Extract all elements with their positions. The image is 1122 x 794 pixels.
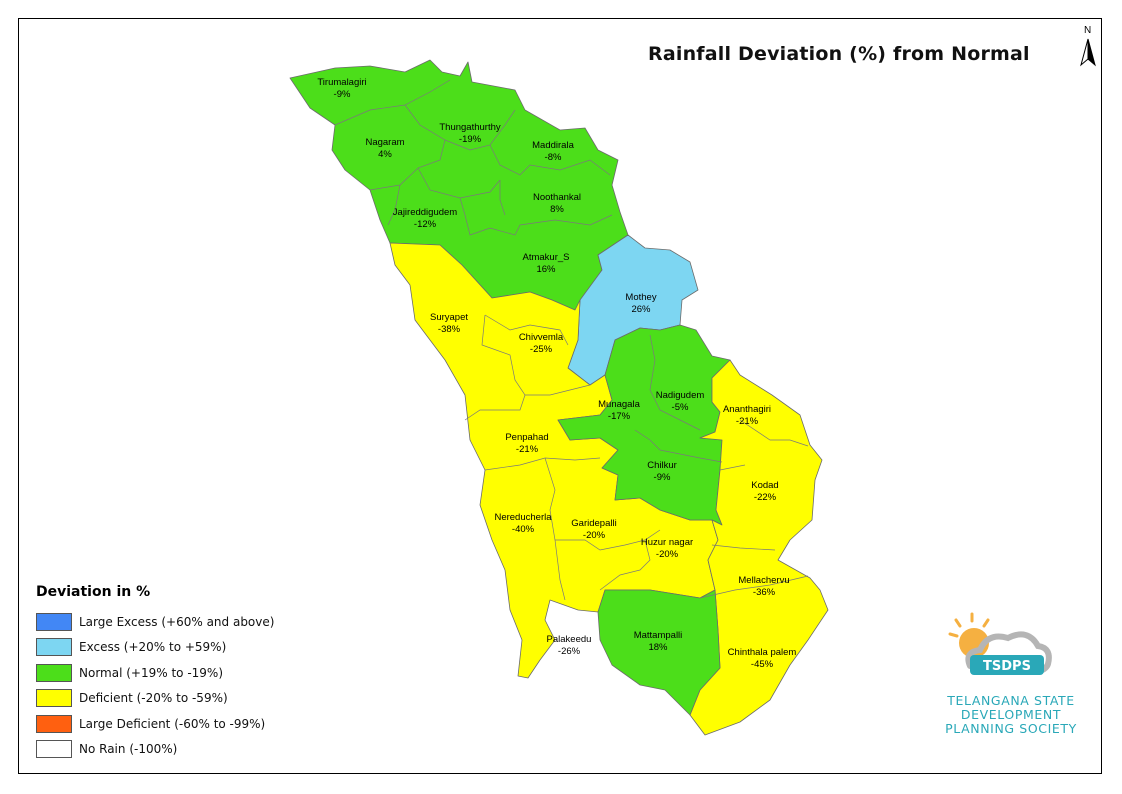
- mandal-name: Mothey: [625, 292, 656, 303]
- mandal-name: Maddirala: [532, 140, 574, 151]
- mandal-name: Penpahad: [505, 432, 548, 443]
- legend-swatch: [36, 740, 72, 759]
- legend: Deviation in % Large Excess (+60% and ab…: [36, 584, 326, 762]
- region-normal-mattampalli: [597, 589, 721, 716]
- legend-label: Normal (+19% to -19%): [79, 665, 223, 680]
- logo-line-2: DEVELOPMENT: [960, 707, 1062, 722]
- mandal-deviation: -21%: [736, 416, 759, 427]
- mandal-deviation: -26%: [558, 646, 581, 657]
- mandal-deviation: -5%: [672, 402, 689, 413]
- mandal-name: Ananthagiri: [723, 404, 771, 415]
- legend-label: Excess (+20% to +59%): [79, 640, 227, 655]
- sun-cloud-logo-icon: TSDPS: [948, 612, 1052, 675]
- map-title: Rainfall Deviation (%) from Normal: [648, 43, 1030, 65]
- legend-item-normal: Normal (+19% to -19%): [36, 660, 326, 686]
- mandal-name: Thungathurthy: [439, 122, 501, 133]
- mandal-deviation: -40%: [512, 524, 535, 535]
- mandal-deviation: -22%: [754, 492, 777, 503]
- mandal-name: Chivvemla: [519, 332, 564, 343]
- logo-line-1: TELANGANA STATE: [947, 693, 1075, 708]
- logo-acronym: TSDPS: [983, 659, 1031, 674]
- mandal-name: Nereducherla: [494, 512, 552, 523]
- mandal-deviation: -36%: [753, 587, 776, 598]
- mandal-name: Chinthala palem: [728, 647, 797, 658]
- region-normal-north: [289, 59, 629, 311]
- mandal-deviation: 26%: [631, 304, 651, 315]
- legend-swatch: [36, 612, 72, 631]
- legend-label: Deficient (-20% to -59%): [79, 691, 228, 706]
- mandal-labels: Tirumalagiri-9%Nagaram4%Thungathurthy-19…: [317, 77, 796, 670]
- mandal-deviation: -19%: [459, 134, 482, 145]
- legend-item-large-deficient: Large Deficient (-60% to -99%): [36, 711, 326, 737]
- legend-title: Deviation in %: [36, 584, 151, 600]
- mandal-deviation: -17%: [608, 411, 631, 422]
- mandal-deviation: -45%: [751, 659, 774, 670]
- mandal-name: Garidepalli: [571, 518, 616, 529]
- mandal-name: Atmakur_S: [523, 252, 570, 263]
- mandal-deviation: -9%: [654, 472, 671, 483]
- mandal-name: Palakeedu: [547, 634, 592, 645]
- north-arrow: N: [1077, 25, 1099, 69]
- mandal-deviation: -20%: [583, 530, 606, 541]
- mandal-name: Munagala: [598, 399, 640, 410]
- mandal-deviation: -9%: [334, 89, 351, 100]
- mandal-deviation: -20%: [656, 549, 679, 560]
- mandal-name: Chilkur: [647, 460, 677, 471]
- mandal-name: Tirumalagiri: [317, 77, 366, 88]
- mandal-deviation: -38%: [438, 324, 461, 335]
- mandal-name: Suryapet: [430, 312, 468, 323]
- legend-swatch: [36, 663, 72, 682]
- mandal-name: Noothankal: [533, 192, 581, 203]
- north-arrow-icon: [1080, 38, 1096, 67]
- mandal-boundaries: [334, 79, 809, 601]
- legend-label: No Rain (-100%): [79, 742, 178, 757]
- legend-label: Large Excess (+60% and above): [79, 614, 275, 629]
- logo-line-3: PLANNING SOCIETY: [945, 721, 1077, 736]
- legend-swatch: [36, 689, 72, 708]
- mandal-name: Mellachervu: [738, 575, 789, 586]
- mandal-name: Kodad: [751, 480, 778, 491]
- mandal-name: Huzur nagar: [641, 537, 693, 548]
- mandal-deviation: -25%: [530, 344, 553, 355]
- mandal-deviation: 16%: [536, 264, 556, 275]
- legend-item-excess: Excess (+20% to +59%): [36, 635, 326, 661]
- mandal-name: Mattampalli: [634, 630, 683, 641]
- mandal-name: Nagaram: [365, 137, 404, 148]
- mandal-deviation: 18%: [648, 642, 668, 653]
- legend-swatch: [36, 714, 72, 733]
- legend-item-large-excess: Large Excess (+60% and above): [36, 609, 326, 635]
- logo-text: TELANGANA STATE DEVELOPMENT PLANNING SOC…: [936, 694, 1086, 736]
- legend-label: Large Deficient (-60% to -99%): [79, 716, 266, 731]
- north-label: N: [1084, 25, 1092, 36]
- legend-item-deficient: Deficient (-20% to -59%): [36, 686, 326, 712]
- mandal-deviation: -8%: [545, 152, 562, 163]
- legend-item-no-rain: No Rain (-100%): [36, 737, 326, 763]
- legend-swatch: [36, 638, 72, 657]
- mandal-deviation: -21%: [516, 444, 539, 455]
- mandal-deviation: 4%: [378, 149, 392, 160]
- tsdps-logo: TSDPS TELANGANA STATE DEVELOPMENT PLANNI…: [936, 610, 1086, 740]
- region-deficient-east: [689, 359, 829, 736]
- mandal-name: Jajireddigudem: [393, 207, 458, 218]
- mandal-name: Nadigudem: [656, 390, 705, 401]
- mandal-deviation: -12%: [414, 219, 437, 230]
- mandal-deviation: 8%: [550, 204, 564, 215]
